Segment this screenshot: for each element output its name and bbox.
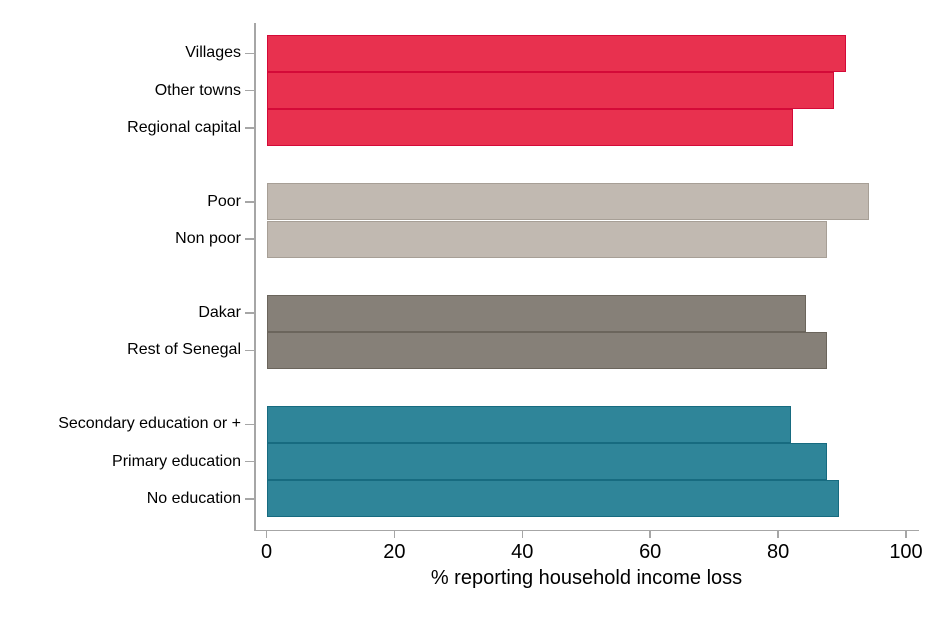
bar-dakar <box>266 294 806 332</box>
y-tick-regional-capital <box>245 127 254 129</box>
category-label-poor: Poor <box>207 192 241 210</box>
x-tick-40 <box>521 531 524 538</box>
bar-other-towns <box>266 72 834 110</box>
x-tick-label-20: 20 <box>383 540 406 563</box>
category-label-dakar: Dakar <box>198 304 241 322</box>
x-tick-label-80: 80 <box>766 540 790 563</box>
category-label-secondary-education-or-+: Secondary education or + <box>58 415 241 433</box>
y-tick-rest-of-senegal <box>245 349 254 352</box>
x-axis-line <box>254 529 919 531</box>
category-label-no-education: No education <box>146 489 241 507</box>
y-tick-dakar <box>245 312 254 314</box>
y-tick-poor <box>245 201 254 203</box>
x-tick-100 <box>905 531 907 538</box>
x-tick-0 <box>265 531 268 538</box>
x-tick-label-40: 40 <box>511 540 534 563</box>
bar-villages <box>266 34 846 72</box>
bar-non-poor <box>266 220 827 258</box>
x-tick-label-100: 100 <box>889 540 923 563</box>
y-tick-non-poor <box>245 238 254 240</box>
x-tick-60 <box>649 531 651 538</box>
bar-no-education <box>266 480 840 518</box>
y-tick-no-education <box>245 498 254 500</box>
category-label-primary-education: Primary education <box>112 452 241 470</box>
category-label-regional-capital: Regional capital <box>127 118 241 136</box>
y-tick-secondary-education-or-+ <box>245 423 254 426</box>
x-tick-80 <box>777 531 779 538</box>
category-label-villages: Villages <box>185 44 241 62</box>
y-axis-line <box>254 23 256 531</box>
y-tick-other-towns <box>245 89 254 92</box>
x-tick-label-0: 0 <box>260 540 273 563</box>
category-label-rest-of-senegal: Rest of Senegal <box>127 341 241 359</box>
y-tick-primary-education <box>245 460 254 463</box>
category-label-other-towns: Other towns <box>154 81 241 99</box>
bar-regional-capital <box>266 109 793 147</box>
bar-primary-education <box>266 443 828 481</box>
bar-rest-of-senegal <box>266 331 827 369</box>
category-label-non-poor: Non poor <box>175 230 241 248</box>
bar-secondary-education-or-+ <box>266 405 791 444</box>
x-tick-label-60: 60 <box>639 540 662 563</box>
x-tick-20 <box>393 531 396 538</box>
x-axis-title: % reporting household income loss <box>430 567 743 589</box>
y-tick-villages <box>245 52 254 55</box>
bar-poor <box>266 183 869 221</box>
